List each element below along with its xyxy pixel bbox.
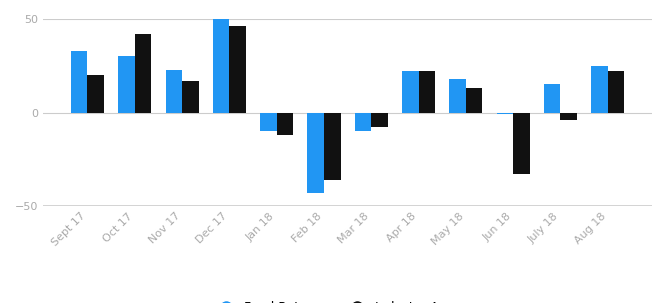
- Bar: [450, 79, 466, 112]
- Bar: [513, 112, 530, 174]
- Bar: [87, 75, 104, 112]
- Bar: [372, 112, 388, 128]
- Bar: [402, 72, 419, 112]
- Bar: [182, 81, 199, 112]
- Bar: [118, 56, 135, 112]
- Bar: [277, 112, 293, 135]
- Bar: [213, 17, 229, 112]
- Bar: [419, 72, 435, 112]
- Bar: [307, 112, 324, 193]
- Bar: [165, 69, 182, 112]
- Bar: [229, 26, 246, 112]
- Bar: [71, 51, 87, 112]
- Bar: [466, 88, 482, 112]
- Bar: [608, 72, 624, 112]
- Bar: [135, 34, 151, 112]
- Bar: [260, 112, 277, 131]
- Bar: [591, 66, 608, 112]
- Bar: [497, 112, 513, 115]
- Bar: [355, 112, 372, 131]
- Bar: [544, 85, 560, 112]
- Legend: Fund Returns, Industry Average: Fund Returns, Industry Average: [209, 296, 486, 303]
- Bar: [560, 112, 577, 120]
- Bar: [324, 112, 341, 180]
